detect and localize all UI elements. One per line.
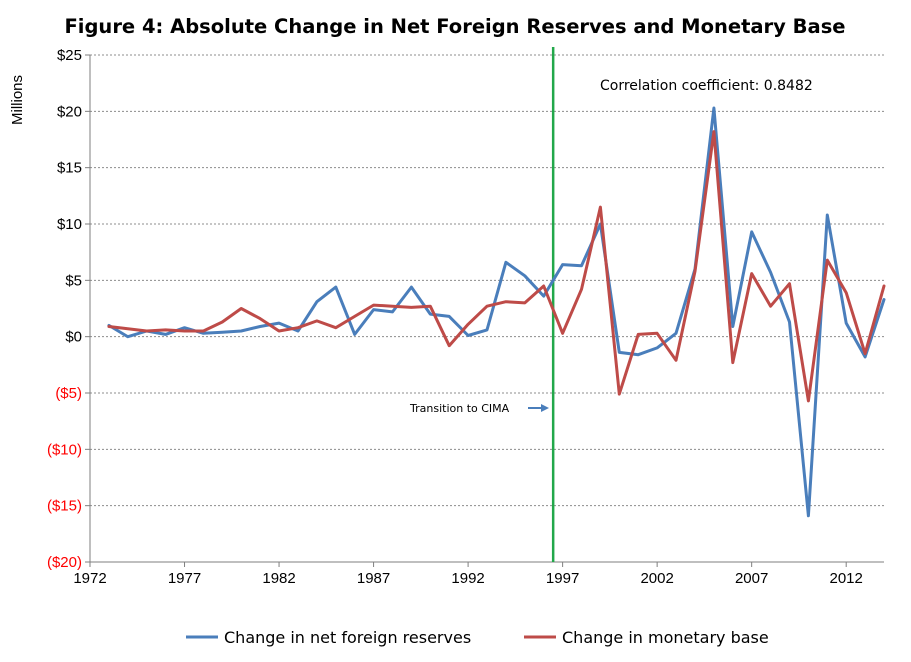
y-tick-label: $10	[57, 216, 82, 233]
x-tick-label: 2002	[640, 570, 673, 587]
x-tick-label: 2012	[830, 570, 863, 587]
x-tick-label: 1982	[262, 570, 295, 587]
series-lines	[107, 106, 886, 518]
x-tick-label: 2007	[735, 570, 768, 587]
gridlines	[85, 54, 884, 563]
series-line-net-foreign-reserves	[107, 106, 886, 518]
axes	[89, 55, 884, 567]
chart-title: Figure 4: Absolute Change in Net Foreign…	[64, 15, 845, 38]
x-tick-label: 1977	[168, 570, 201, 587]
legend: Change in net foreign reserves Change in…	[186, 628, 769, 647]
transition-arrow-head	[541, 404, 549, 412]
transition-annotation: Transition to CIMA	[409, 402, 549, 415]
y-tick-label: $15	[57, 160, 82, 177]
legend-label-net-foreign-reserves: Change in net foreign reserves	[224, 628, 471, 647]
y-tick-label: ($5)	[55, 385, 82, 402]
x-tick-label: 1992	[451, 570, 484, 587]
y-axis-label: Millions	[9, 75, 26, 125]
series-line-monetary-base	[107, 130, 886, 403]
y-tick-label: $5	[65, 272, 82, 289]
y-tick-label: $25	[57, 47, 82, 64]
correlation-annotation: Correlation coefficient: 0.8482	[600, 78, 813, 94]
x-tick-label: 1972	[73, 570, 106, 587]
transition-label: Transition to CIMA	[409, 402, 510, 415]
legend-label-monetary-base: Change in monetary base	[562, 628, 769, 647]
x-tick-label: 1987	[357, 570, 390, 587]
y-tick-labels: $25 $20 $15 $10 $5 $0 ($5) ($10) ($15) ($20)	[47, 47, 82, 571]
y-tick-label: $0	[65, 329, 82, 346]
y-tick-label: $20	[57, 103, 82, 120]
x-tick-label: 1997	[546, 570, 579, 587]
y-tick-label: ($20)	[47, 554, 82, 571]
y-tick-label: ($10)	[47, 441, 82, 458]
x-tick-labels: 1972 1977 1982 1987 1992 1997 2002 2007 2012	[73, 570, 863, 587]
y-tick-label: ($15)	[47, 498, 82, 515]
